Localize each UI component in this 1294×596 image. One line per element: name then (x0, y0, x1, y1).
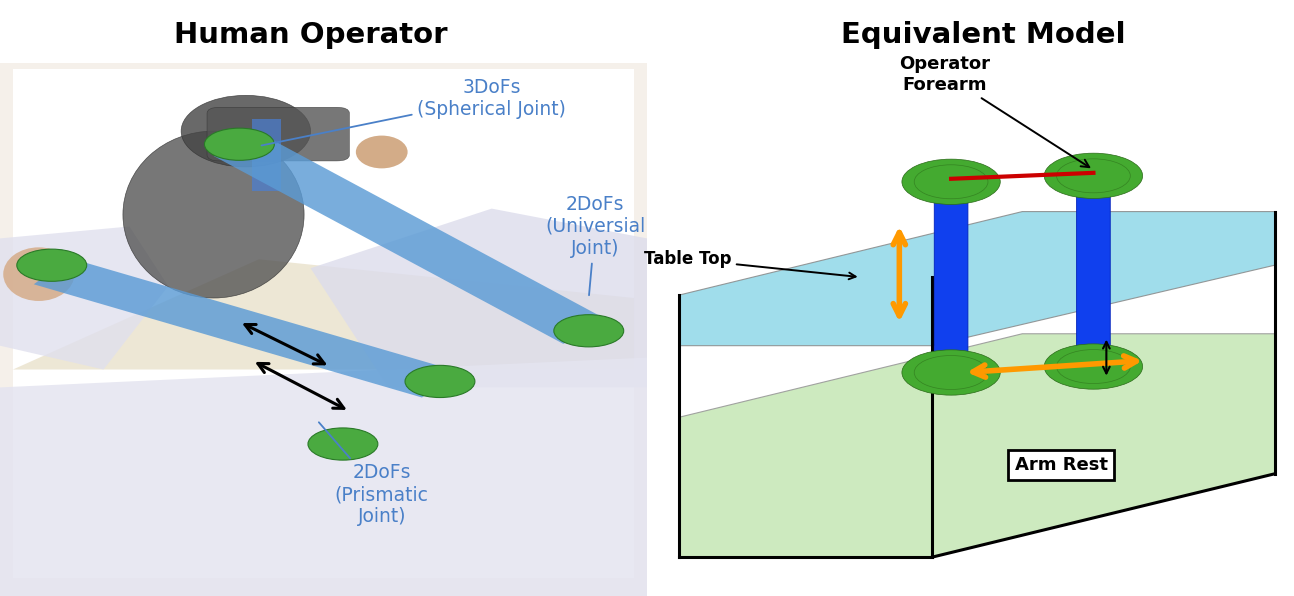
Polygon shape (679, 212, 1275, 346)
Ellipse shape (3, 247, 75, 301)
Polygon shape (0, 358, 647, 596)
Circle shape (17, 249, 87, 281)
Circle shape (914, 164, 989, 198)
Circle shape (914, 355, 989, 390)
Bar (0, 63, 647, 596)
Polygon shape (13, 259, 634, 370)
Circle shape (1044, 344, 1143, 389)
Circle shape (308, 428, 378, 460)
Circle shape (1044, 153, 1143, 198)
Circle shape (1057, 349, 1131, 384)
Text: Human Operator: Human Operator (173, 21, 448, 49)
Polygon shape (0, 226, 168, 370)
Ellipse shape (123, 131, 304, 298)
Polygon shape (311, 209, 647, 387)
Ellipse shape (181, 95, 311, 167)
Text: 2DoFs
(Universial
Joint): 2DoFs (Universial Joint) (545, 195, 646, 295)
Polygon shape (679, 334, 1275, 557)
Circle shape (1057, 159, 1131, 193)
Circle shape (902, 350, 1000, 395)
FancyBboxPatch shape (934, 176, 968, 378)
FancyBboxPatch shape (207, 107, 349, 161)
Bar (647, 63, 1294, 596)
Circle shape (405, 365, 475, 398)
Bar (252, 119, 281, 191)
Text: 2DoFs
(Prismatic
Joint): 2DoFs (Prismatic Joint) (318, 423, 428, 526)
Text: Operator
Forearm: Operator Forearm (899, 55, 1090, 167)
FancyBboxPatch shape (1077, 170, 1110, 372)
Ellipse shape (356, 136, 408, 168)
Polygon shape (214, 136, 615, 344)
Polygon shape (34, 258, 458, 398)
Bar (13, 69, 634, 578)
Text: 3DoFs
(Spherical Joint): 3DoFs (Spherical Joint) (261, 78, 567, 145)
Text: Table Top: Table Top (643, 250, 855, 280)
Circle shape (554, 315, 624, 347)
Text: Equivalent Model: Equivalent Model (841, 21, 1126, 49)
Text: Arm Rest: Arm Rest (1014, 456, 1108, 474)
Circle shape (204, 128, 274, 160)
Circle shape (902, 159, 1000, 204)
